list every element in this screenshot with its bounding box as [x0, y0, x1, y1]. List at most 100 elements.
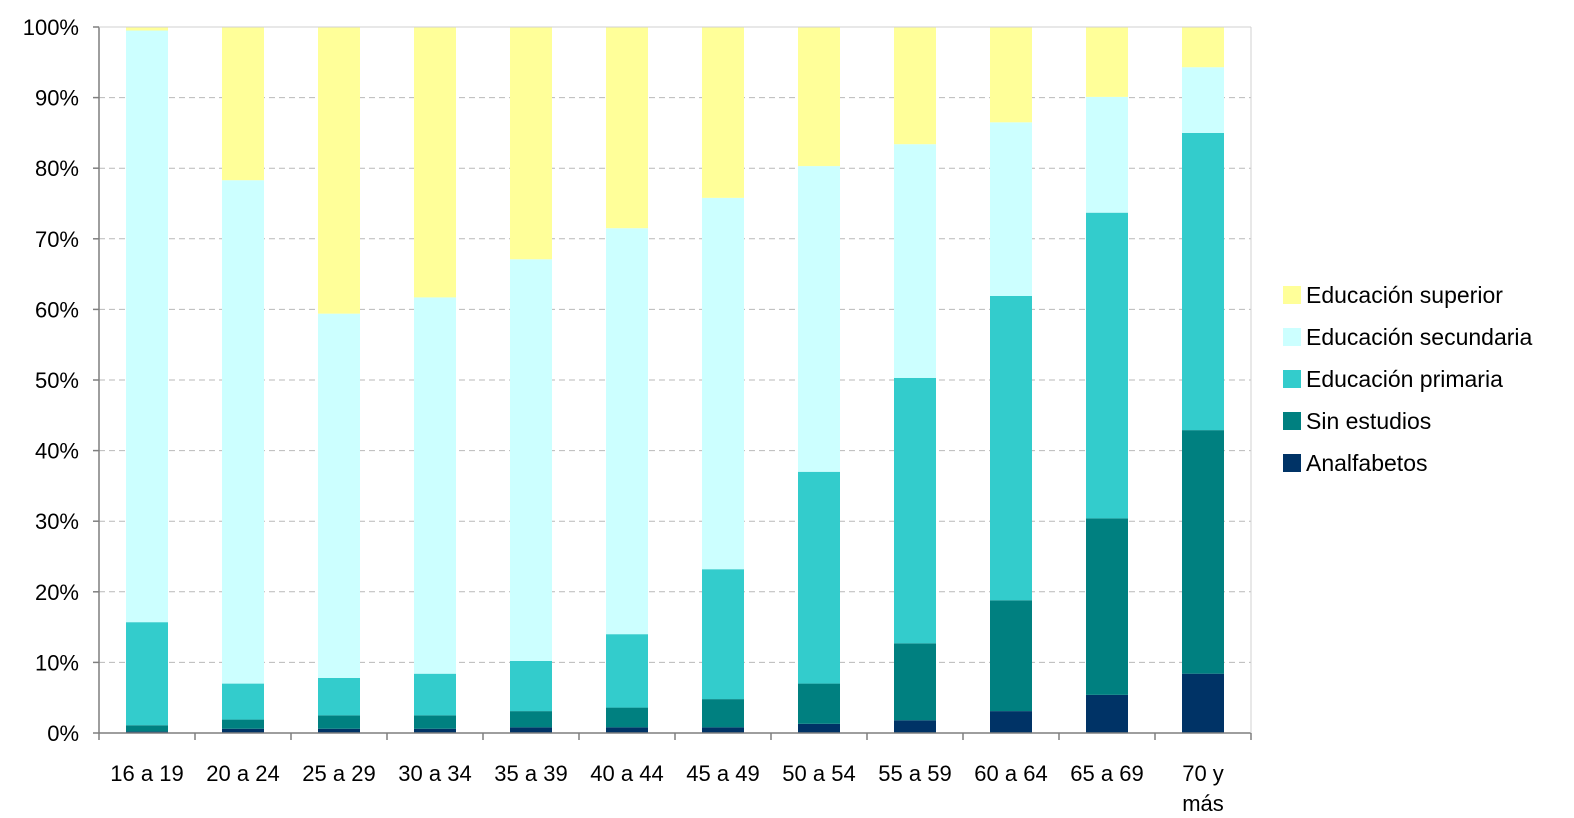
x-tick-label: 55 a 59	[878, 761, 951, 786]
bar-segment-sin-estudios	[510, 711, 552, 728]
y-axis-tick-labels: 0% 10% 20% 30% 40% 50% 60% 70% 80% 90% 100%	[23, 15, 79, 746]
bar-segment-sin-estudios	[222, 719, 264, 729]
x-tick-label: 35 a 39	[494, 761, 567, 786]
bar-segment-educaci-n-primaria	[318, 677, 360, 716]
y-tick-label: 10%	[35, 650, 79, 675]
bar-segment-analfabetos	[510, 727, 552, 733]
bar-segment-sin-estudios	[126, 725, 168, 732]
bar-segment-educaci-n-superior	[414, 27, 456, 298]
bar-segment-educaci-n-secundaria	[126, 30, 168, 623]
bar-segment-educaci-n-primaria	[414, 673, 456, 716]
gridlines	[99, 26, 1251, 663]
bars	[126, 27, 1224, 733]
legend-swatch-educaci-n-secundaria	[1283, 328, 1301, 346]
x-tick-label: 60 a 64	[974, 761, 1047, 786]
x-tick-label: 20 a 24	[206, 761, 279, 786]
legend-label-educaci-n-superior: Educación superior	[1306, 282, 1503, 308]
bar-segment-educaci-n-secundaria	[510, 259, 552, 661]
bar-segment-analfabetos	[894, 720, 936, 733]
legend-label-educaci-n-secundaria: Educación secundaria	[1306, 324, 1533, 350]
bar-segment-educaci-n-superior	[702, 27, 744, 198]
bar-segment-sin-estudios	[606, 707, 648, 728]
bar-segment-educaci-n-primaria	[894, 377, 936, 644]
bar-segment-sin-estudios	[702, 699, 744, 728]
legend-label-analfabetos: Analfabetos	[1306, 450, 1427, 476]
bar-segment-sin-estudios	[798, 683, 840, 724]
bar-segment-educaci-n-secundaria	[222, 180, 264, 684]
bar-segment-educaci-n-secundaria	[798, 166, 840, 472]
bar-segment-educaci-n-primaria	[510, 660, 552, 712]
bar-segment-educaci-n-superior	[318, 27, 360, 314]
bar-segment-analfabetos	[318, 728, 360, 733]
bar-segment-analfabetos	[990, 711, 1032, 733]
bar-segment-sin-estudios	[414, 715, 456, 729]
bar-segment-educaci-n-primaria	[606, 634, 648, 708]
bar-segment-analfabetos	[798, 723, 840, 733]
y-tick-label: 0%	[47, 721, 79, 746]
y-tick-label: 90%	[35, 86, 79, 111]
bar-segment-analfabetos	[606, 727, 648, 733]
y-tick-label: 100%	[23, 15, 79, 40]
bar-segment-educaci-n-secundaria	[990, 122, 1032, 296]
bar-segment-sin-estudios	[990, 600, 1032, 712]
x-tick-label: 25 a 29	[302, 761, 375, 786]
x-tick-label: 30 a 34	[398, 761, 471, 786]
y-tick-label: 30%	[35, 509, 79, 534]
bar-segment-educaci-n-primaria	[222, 683, 264, 720]
y-tick-label: 50%	[35, 368, 79, 393]
bar-segment-educaci-n-secundaria	[414, 297, 456, 674]
x-tick-label: 70 y	[1182, 761, 1224, 786]
bar-segment-analfabetos	[222, 728, 264, 733]
bar-segment-educaci-n-superior	[222, 27, 264, 181]
legend-label-educaci-n-primaria: Educación primaria	[1306, 366, 1503, 392]
legend-swatch-educaci-n-superior	[1283, 286, 1301, 304]
bar-segment-educaci-n-primaria	[798, 471, 840, 684]
bar-segment-sin-estudios	[894, 643, 936, 721]
legend-swatch-educaci-n-primaria	[1283, 370, 1301, 388]
bar-segment-educaci-n-secundaria	[1086, 96, 1128, 213]
bar-segment-sin-estudios	[1182, 430, 1224, 674]
y-tick-label: 80%	[35, 156, 79, 181]
bar-segment-educaci-n-superior	[510, 27, 552, 260]
bar-segment-educaci-n-primaria	[1182, 132, 1224, 431]
bar-segment-educaci-n-secundaria	[1182, 67, 1224, 133]
x-tick-label: 65 a 69	[1070, 761, 1143, 786]
bar-segment-educaci-n-superior	[798, 27, 840, 167]
y-tick-label: 60%	[35, 297, 79, 322]
legend-swatch-sin-estudios	[1283, 412, 1301, 430]
bar-segment-educaci-n-superior	[894, 27, 936, 145]
bar-segment-educaci-n-superior	[1182, 27, 1224, 68]
bar-segment-educaci-n-superior	[1086, 27, 1128, 97]
bar-segment-educaci-n-secundaria	[606, 228, 648, 635]
x-tick-label: 50 a 54	[782, 761, 855, 786]
bar-segment-sin-estudios	[318, 715, 360, 729]
bar-segment-analfabetos	[1086, 694, 1128, 733]
bar-segment-educaci-n-superior	[126, 27, 168, 31]
bar-segment-educaci-n-primaria	[126, 622, 168, 726]
y-tick-label: 40%	[35, 439, 79, 464]
bar-segment-educaci-n-primaria	[990, 295, 1032, 601]
x-tick-label: más	[1182, 791, 1224, 816]
bar-segment-educaci-n-secundaria	[702, 197, 744, 570]
bar-segment-educaci-n-primaria	[1086, 212, 1128, 519]
legend-swatch-analfabetos	[1283, 454, 1301, 472]
x-axis-tick-labels: 16 a 19 20 a 24 25 a 29 30 a 34 35 a 39 40 a …	[110, 761, 1224, 816]
bar-segment-educaci-n-primaria	[702, 569, 744, 700]
bar-segment-analfabetos	[1182, 673, 1224, 733]
x-tick-label: 45 a 49	[686, 761, 759, 786]
x-tick-label: 16 a 19	[110, 761, 183, 786]
legend-label-sin-estudios: Sin estudios	[1306, 408, 1431, 434]
bar-segment-educaci-n-superior	[606, 27, 648, 229]
y-tick-label: 20%	[35, 580, 79, 605]
bar-segment-sin-estudios	[1086, 518, 1128, 695]
bar-segment-analfabetos	[702, 727, 744, 733]
x-tick-label: 40 a 44	[590, 761, 663, 786]
bar-segment-educaci-n-secundaria	[318, 313, 360, 678]
bar-segment-educaci-n-superior	[990, 27, 1032, 123]
legend: Educación superior Educación secundaria Ed…	[1283, 282, 1533, 476]
axes	[93, 26, 1252, 740]
bar-segment-educaci-n-secundaria	[894, 144, 936, 378]
y-tick-label: 70%	[35, 227, 79, 252]
bar-segment-analfabetos	[414, 728, 456, 733]
